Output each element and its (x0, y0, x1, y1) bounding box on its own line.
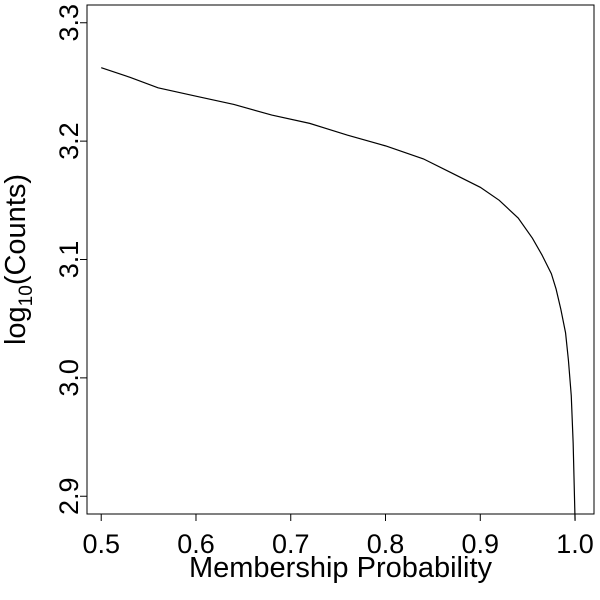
series-point (532, 237, 534, 239)
x-axis-title: Membership Probability (189, 552, 493, 584)
y-tick-label: 3.1 (54, 241, 84, 279)
y-tick-label: 3.3 (54, 4, 84, 42)
series-line (101, 67, 576, 520)
series-point (574, 519, 576, 521)
series-point (570, 395, 572, 397)
series-point (541, 254, 543, 256)
series-point (565, 332, 567, 334)
series-point (129, 76, 131, 78)
series-point (347, 134, 349, 136)
series-point (572, 442, 574, 444)
x-tick-label: 0.5 (82, 529, 120, 559)
series-point (195, 95, 197, 97)
series-point (498, 200, 500, 202)
x-tick-label: 0.6 (177, 529, 215, 559)
series-point (233, 104, 235, 106)
y-axis-title-prefix: log (0, 306, 32, 345)
y-axis-title-suffix: (Counts) (0, 174, 32, 285)
x-tick-label: 0.9 (462, 529, 500, 559)
series-point (555, 288, 557, 290)
x-tick-label: 1.0 (556, 529, 594, 559)
x-tick-label: 0.7 (272, 529, 310, 559)
series-point (385, 145, 387, 147)
series-point (517, 217, 519, 219)
y-tick-label: 2.9 (54, 477, 84, 515)
y-axis-title-subscript: 10 (16, 285, 37, 306)
series-point (309, 123, 311, 125)
series-point (451, 172, 453, 174)
series-point (479, 186, 481, 188)
series-point (271, 114, 273, 116)
series-point (560, 308, 562, 310)
y-tick-label: 3.2 (54, 122, 84, 160)
series-point (568, 359, 570, 361)
y-axis-ticks: 2.9 3.0 3.1 3.2 3.3 (54, 4, 87, 515)
series-point (157, 87, 159, 89)
series-point (551, 273, 553, 275)
x-tick-label: 0.8 (367, 529, 405, 559)
y-axis-title: log10(Counts) (0, 174, 37, 345)
series-point (100, 67, 102, 69)
x-axis-ticks: 0.5 0.6 0.7 0.8 0.9 1.0 (82, 514, 594, 559)
series-point (423, 158, 425, 160)
y-tick-label: 3.0 (54, 359, 84, 397)
